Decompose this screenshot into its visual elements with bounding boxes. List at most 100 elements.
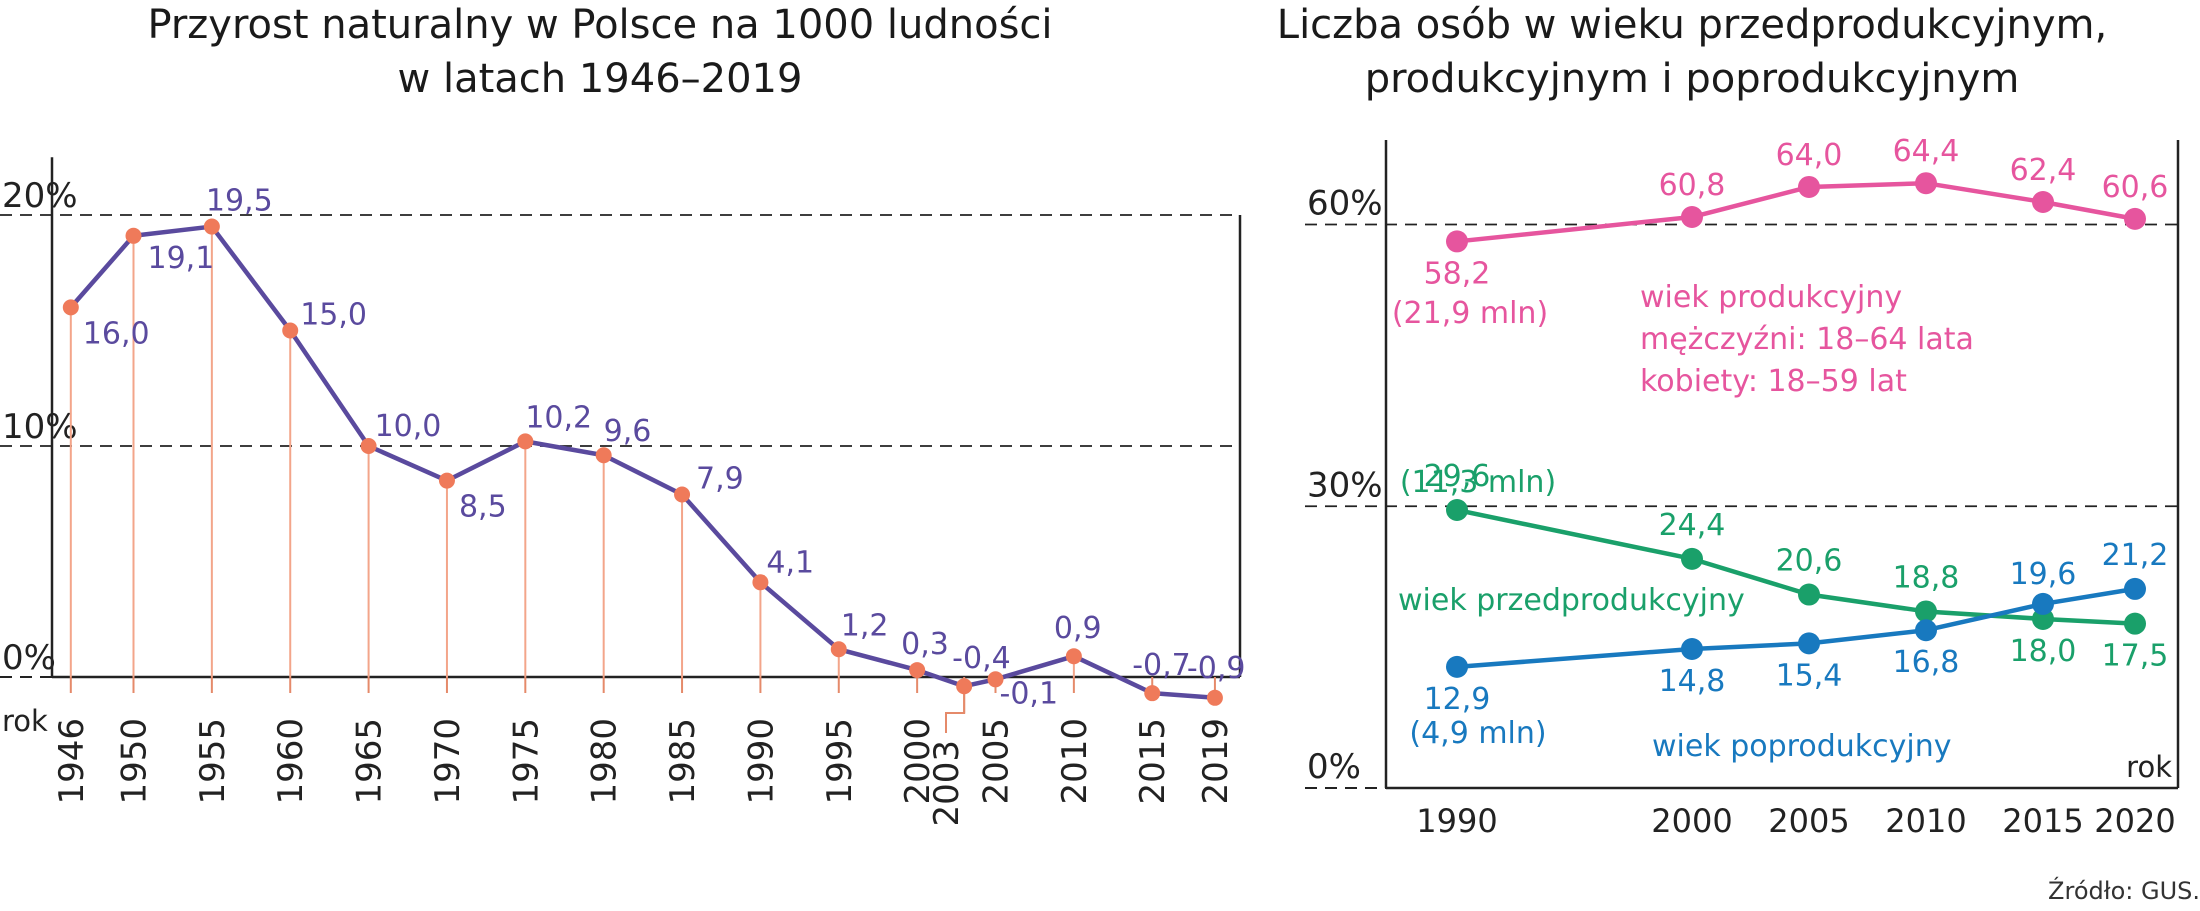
left-x-tick-label: 2000 [898, 718, 938, 805]
left-x-tick-label: 2010 [1055, 718, 1095, 805]
right-data-label: 15,4 [1776, 658, 1843, 693]
left-data-point [517, 433, 534, 450]
left-data-label: 4,1 [766, 545, 814, 580]
right-data-label: 60,6 [2102, 170, 2169, 205]
left-x-tick-label: 2005 [977, 718, 1017, 805]
left-data-point [360, 438, 377, 454]
right-data-point [2032, 190, 2054, 213]
left-data-point [282, 322, 299, 339]
right-data-point [1446, 655, 1468, 678]
left-data-point [1065, 648, 1082, 665]
left-data-label: 7,9 [696, 462, 744, 497]
right-data-label: 14,8 [1659, 664, 1726, 699]
right-data-point [2032, 592, 2054, 615]
right-data-point [1681, 547, 1703, 570]
right-series-line-0 [1456, 180, 2136, 244]
left-x-axis-label: rok [2, 704, 48, 738]
right-data-label: 16,8 [1893, 645, 1960, 680]
right-y-tick-label: 60% [1307, 184, 1383, 224]
source-note: Źródło: GUS. [2048, 876, 2200, 905]
right-x-tick-label: 1990 [1416, 802, 1497, 840]
right-data-label: 29,6 [1424, 459, 1491, 494]
right-data-label: 24,4 [1659, 508, 1726, 543]
left-data-label: 0,3 [901, 627, 949, 662]
left-x-tick-label: 1950 [114, 718, 154, 805]
right-data-label: 64,4 [1893, 134, 1960, 169]
right-data-label: 20,6 [1776, 544, 1843, 579]
left-data-point [62, 299, 79, 316]
left-data-point [203, 218, 220, 235]
right-series-note: (21,9 mln) [1392, 296, 1548, 331]
left-data-label: 1,2 [841, 608, 889, 643]
right-series-line-1 [1456, 507, 2136, 626]
left-2003-leader [945, 687, 966, 733]
right-x-tick-label: 2015 [2002, 802, 2083, 840]
left-x-tick-label: 1960 [271, 718, 311, 805]
left-y-tick-label: 20% [2, 176, 78, 216]
left-data-point [1144, 685, 1161, 702]
left-x-tick-label: 1965 [350, 718, 390, 805]
left-data-point [438, 472, 455, 489]
left-data-point [909, 662, 926, 679]
right-data-point [1798, 175, 1820, 198]
right-chart-title-line-1: Liczba osób w wieku przedprodukcyjnym, [1277, 2, 2107, 48]
right-x-tick-label: 2010 [1885, 802, 1966, 840]
left-data-label: 16,0 [83, 316, 150, 351]
left-x-tick-label: 1985 [663, 718, 703, 805]
left-x-tick-label: 2003 [927, 740, 967, 827]
left-data-point [125, 227, 142, 244]
right-data-label: 19,6 [2010, 557, 2077, 592]
left-data-label: 8,5 [459, 490, 507, 525]
right-legend-label: mężczyźni: 18–64 lata [1640, 322, 1974, 357]
right-data-point [1915, 600, 1937, 623]
right-data-point [1915, 619, 1937, 642]
left-data-label: 10,2 [525, 400, 592, 435]
left-series-line [69, 224, 1216, 701]
left-x-tick-label: 1980 [585, 718, 625, 805]
right-y-tick-label: 0% [1307, 747, 1361, 787]
right-data-point [2124, 207, 2146, 230]
left-data-label: -0,1 [1000, 676, 1059, 711]
left-data-label: 10,0 [375, 409, 442, 444]
right-data-label: 18,0 [2010, 634, 2077, 669]
right-data-label: 62,4 [2010, 153, 2077, 188]
left-data-label: 19,1 [147, 241, 214, 276]
left-data-point [956, 678, 973, 695]
right-data-label: 60,8 [1659, 168, 1726, 203]
right-data-label: 64,0 [1776, 138, 1843, 173]
left-x-tick-label: 1946 [52, 718, 92, 805]
left-x-tick-label: 1955 [193, 718, 233, 805]
right-x-axis-label: rok [2126, 750, 2172, 784]
right-data-label: 18,8 [1893, 560, 1960, 595]
left-chart-title-line-2: w latach 1946–2019 [398, 56, 803, 102]
left-data-point [987, 671, 1004, 688]
right-x-tick-label: 2020 [2094, 802, 2175, 840]
right-legend-label: wiek produkcyjny [1640, 280, 1902, 315]
left-y-tick-label: 0% [2, 638, 56, 678]
right-data-point [1681, 638, 1703, 661]
left-data-label: -0,7 [1132, 648, 1191, 683]
right-data-label: 17,5 [2102, 639, 2169, 674]
right-data-point [1798, 583, 1820, 606]
right-data-point [2124, 577, 2146, 600]
right-series-note: (11,3 mln) [1400, 465, 1556, 500]
left-x-tick-label: 2019 [1196, 718, 1236, 805]
left-data-label: -0,9 [1187, 651, 1246, 686]
right-x-tick-label: 2000 [1651, 802, 1732, 840]
left-data-label: 19,5 [206, 184, 273, 219]
right-legend-label: kobiety: 18–59 lat [1640, 364, 1907, 399]
left-data-point [595, 447, 612, 464]
left-data-label: 0,9 [1054, 611, 1102, 646]
right-data-label: 58,2 [1424, 256, 1491, 291]
left-y-tick-label: 10% [2, 407, 78, 447]
right-chart: 0% 30% 60% rok 1990 2000 2005 2010 2015 2020 58,2 6… [1305, 134, 2180, 840]
left-data-point [674, 486, 691, 503]
left-x-tick-label: 1995 [820, 718, 860, 805]
left-data-label: 15,0 [300, 298, 367, 333]
left-x-tick-label: 1990 [741, 718, 781, 805]
right-series-note: (4,9 mln) [1409, 716, 1546, 751]
right-y-tick-label: 30% [1307, 465, 1383, 505]
left-data-label: -0,4 [952, 641, 1011, 676]
right-x-tick-label: 2005 [1768, 802, 1849, 840]
